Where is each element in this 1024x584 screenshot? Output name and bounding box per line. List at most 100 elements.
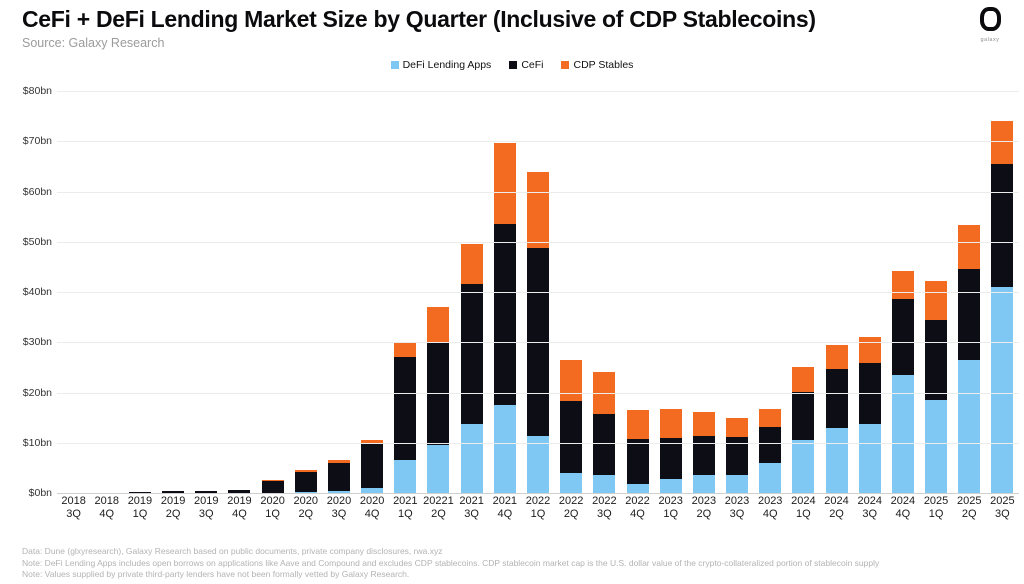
bar-segment-defi: [394, 460, 417, 493]
bar-2022-1Q: 2022 1Q: [521, 91, 554, 520]
x-label-year: 2021: [492, 495, 518, 507]
bar-segment-defi: [825, 427, 848, 493]
bar-segment-cefi: [593, 413, 616, 475]
bar-2024-4Q: 2024 4Q: [886, 91, 919, 520]
bar-segment-cefi: [891, 299, 914, 375]
x-axis-tick-label: 2021 1Q: [383, 495, 428, 521]
x-label-year: 2018: [61, 495, 86, 507]
x-axis-tick-label: 2025 2Q: [947, 495, 992, 521]
defi-swatch-icon: [390, 61, 399, 69]
bar-segment-defi: [858, 423, 881, 493]
x-axis-tick-label: 2020 3Q: [316, 495, 361, 521]
bar-segment-cefi: [162, 490, 185, 493]
bar-segment-defi: [659, 478, 682, 493]
x-axis-tick-label: 2022 3Q: [582, 495, 627, 521]
bar-segment-cdp: [626, 409, 649, 440]
x-axis-tick-label: 2024 1Q: [781, 495, 826, 521]
y-axis-tick-label: $0bn: [28, 487, 52, 499]
y-axis-tick-label: $70bn: [22, 135, 52, 148]
bar-segment-cefi: [128, 492, 151, 493]
bar-segment-cefi: [460, 284, 483, 424]
bar-segment-cefi: [659, 438, 682, 479]
x-axis-tick-label: 2024 2Q: [814, 495, 859, 521]
y-axis-tick-label: $30bn: [22, 336, 52, 349]
bar-2021-4Q: 2021 4Q: [488, 91, 521, 520]
x-axis-tick-label: 2024 3Q: [847, 495, 892, 521]
x-label-quarter: 4Q: [762, 508, 778, 520]
x-label-year: 2019: [227, 495, 252, 507]
x-label-year: 2022: [525, 495, 551, 507]
gridline: [57, 392, 1019, 394]
bar-2024-3Q: 2024 3Q: [853, 91, 886, 520]
x-axis-tick-label: 2022 4Q: [615, 495, 660, 521]
x-label-year: 2023: [691, 495, 717, 507]
x-label-year: 20221: [423, 495, 454, 507]
x-label-quarter: 2Q: [829, 508, 844, 520]
x-label-quarter: 4Q: [630, 508, 645, 520]
footnote-disclaimer: Note: Values supplied by private third-p…: [22, 569, 410, 579]
x-axis-tick-label: 2025 3Q: [980, 495, 1024, 521]
x-label-quarter: 3Q: [729, 508, 745, 520]
x-label-year: 2020: [293, 495, 319, 507]
x-axis-tick-label: 20221 2Q: [416, 495, 461, 521]
bar-segment-cdp: [759, 408, 782, 427]
bar-segment-cdp: [792, 367, 815, 393]
bar-segment-defi: [327, 491, 350, 493]
bar-segment-cefi: [958, 269, 981, 360]
bar-segment-cdp: [261, 480, 284, 481]
bar-segment-defi: [891, 374, 914, 493]
x-label-quarter: 1Q: [796, 508, 811, 520]
bar-segment-defi: [958, 359, 981, 493]
legend-item: DeFi Lending Apps: [390, 59, 491, 71]
bar-segment-cdp: [294, 470, 317, 472]
legend: DeFi Lending Apps CeFi CDP Stables: [0, 59, 1024, 71]
x-label-quarter: 2Q: [696, 508, 712, 520]
bar-segment-cdp: [427, 307, 450, 343]
bar-segment-cefi: [858, 363, 881, 424]
bar-segment-defi: [361, 487, 384, 493]
x-axis-tick-label: 2020 1Q: [250, 495, 295, 521]
bar-segment-cefi: [493, 223, 516, 405]
bar-segment-defi: [692, 474, 715, 493]
bar-segment-cdp: [327, 460, 350, 463]
x-label-year: 2021: [393, 495, 418, 507]
bar-segment-cdp: [361, 439, 384, 444]
bar-segment-defi: [228, 492, 251, 493]
bar-segment-cefi: [361, 443, 384, 488]
bar-segment-cefi: [692, 435, 715, 475]
gridline: [57, 241, 1019, 243]
bar-2021-3Q: 2021 3Q: [455, 91, 488, 520]
x-label-year: 2023: [658, 495, 683, 507]
bar-segment-defi: [427, 445, 450, 493]
x-label-year: 2020: [326, 495, 352, 507]
x-axis-tick-label: 2018 4Q: [84, 495, 129, 521]
bar-segment-cefi: [825, 368, 848, 428]
x-label-quarter: 4Q: [895, 508, 911, 520]
cdp-swatch-icon: [561, 61, 570, 69]
bar-segment-cefi: [294, 471, 317, 492]
bar-segment-cdp: [726, 418, 749, 438]
x-label-year: 2019: [160, 495, 186, 507]
x-axis-tick-label: 2021 3Q: [449, 495, 494, 521]
gridline: [57, 141, 1019, 143]
galaxy-logo: galaxy: [970, 7, 1010, 43]
x-label-year: 2024: [890, 495, 916, 507]
gridline: [57, 292, 1019, 293]
bar-segment-cefi: [95, 492, 118, 493]
x-label-quarter: 4Q: [497, 508, 513, 520]
x-axis-tick-label: 2019 2Q: [151, 495, 196, 521]
x-label-quarter: 3Q: [862, 508, 878, 520]
x-label-year: 2018: [94, 495, 119, 507]
x-label-quarter: 4Q: [232, 508, 247, 520]
y-axis-tick-label: $40bn: [22, 286, 52, 298]
chart-plot-area: 2018 3Q 2018 4Q 2019 1Q 2019 2Q 2019 3Q 2019 4Q 2020…: [57, 91, 1019, 520]
x-axis-tick-label: 2022 2Q: [549, 495, 594, 521]
x-label-quarter: 2Q: [165, 508, 181, 520]
x-label-quarter: 2Q: [563, 508, 579, 520]
x-label-year: 2020: [359, 495, 385, 507]
bar-segment-cefi: [991, 163, 1014, 287]
bar-segment-defi: [593, 474, 616, 493]
bar-2020-2Q: 2020 2Q: [289, 91, 322, 520]
x-label-year: 2022: [558, 495, 584, 507]
x-axis-tick-label: 2021 4Q: [482, 495, 527, 521]
